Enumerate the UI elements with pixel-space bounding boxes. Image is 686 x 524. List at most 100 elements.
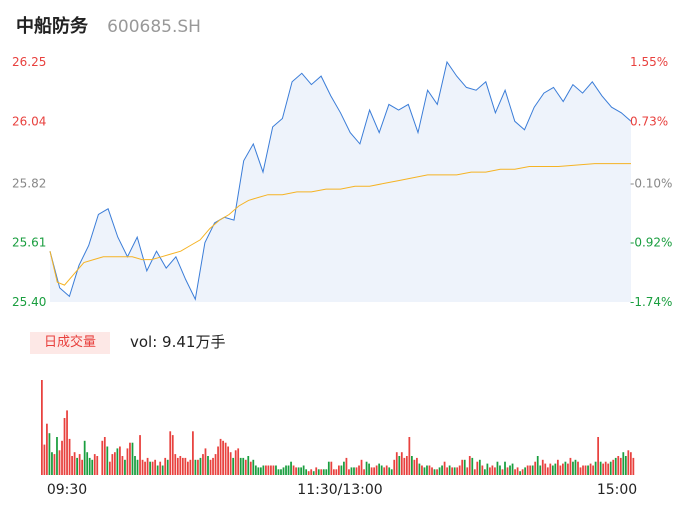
volume-bar (612, 459, 615, 475)
volume-bar (86, 452, 89, 475)
volume-bar (539, 465, 542, 475)
volume-bar (58, 450, 61, 475)
volume-bar (499, 465, 501, 475)
volume-bar (53, 454, 56, 475)
volume-bar (541, 459, 544, 475)
volume-bar (214, 454, 217, 475)
volume-bar (592, 465, 594, 475)
volume-bar (139, 435, 141, 475)
volume-bar (287, 465, 290, 475)
volume-bar (385, 465, 388, 475)
volume-bar (619, 457, 622, 475)
volume-bar (340, 465, 343, 475)
volume-bar (66, 410, 68, 475)
volume-bar (96, 456, 99, 475)
volume-bar (433, 469, 436, 475)
volume-bar (212, 457, 214, 475)
volume-bar (254, 465, 257, 475)
volume-bar (390, 469, 393, 475)
volume-bar (181, 457, 184, 475)
volume-bar (506, 467, 509, 475)
volume-bar (247, 456, 250, 475)
volume-bar (242, 457, 245, 475)
volume-bar (209, 459, 212, 475)
volume-bar (617, 456, 620, 475)
volume-bar (76, 457, 78, 475)
volume-bar (501, 469, 504, 475)
volume-bar (285, 465, 287, 475)
volume-bar (343, 461, 345, 475)
price-line (49, 60, 632, 301)
volume-bar (516, 467, 519, 475)
volume-bar (320, 469, 323, 475)
volume-bar (448, 465, 451, 475)
volume-bar (307, 471, 310, 475)
volume-bar (350, 467, 353, 475)
volume-bar (358, 465, 360, 475)
volume-bar (244, 459, 247, 475)
volume-bar (317, 469, 320, 475)
volume-bar (426, 465, 428, 475)
volume-bar (483, 469, 486, 475)
volume-bar (416, 457, 418, 475)
volume-bar (526, 465, 529, 475)
volume-bar (534, 461, 537, 475)
percent-tick-label: -0.10% (630, 176, 672, 190)
volume-bar (222, 440, 224, 475)
volume-bar (330, 461, 333, 475)
percent-tick-label: 1.55% (630, 55, 668, 69)
volume-bar (602, 463, 605, 475)
volume-bar (310, 469, 313, 475)
volume-bar (295, 467, 297, 475)
volume-bar (546, 467, 549, 475)
volume-bar (388, 467, 391, 475)
volume-bar (355, 467, 358, 475)
volume-bar (259, 467, 262, 475)
volume-bar (151, 461, 154, 475)
volume-bar (378, 463, 381, 475)
volume-bar (579, 467, 582, 475)
volume-bar (141, 459, 144, 475)
volume-bar (400, 452, 403, 475)
volume-bar (373, 467, 375, 475)
volume-bar (622, 452, 625, 475)
volume-bar (164, 457, 167, 475)
volume-bar (594, 461, 597, 475)
volume-bar (249, 461, 252, 475)
volume-bar (473, 469, 476, 475)
volume-bar (481, 465, 484, 475)
volume-bar (572, 461, 574, 475)
volume-bar (511, 463, 514, 475)
volume-bar (124, 459, 126, 475)
volume-bar (41, 380, 43, 475)
volume-bar (441, 465, 443, 475)
volume-bar (146, 457, 149, 475)
volume-bar (405, 456, 408, 475)
volume-bar (567, 463, 569, 475)
volume-bar (202, 454, 204, 475)
volume-bar (569, 457, 572, 475)
volume-bar (531, 465, 534, 475)
volume-bar (418, 463, 421, 475)
percent-tick-label: -1.74% (630, 295, 672, 309)
volume-bar (297, 467, 300, 475)
percent-tick-label: -0.92% (630, 236, 672, 250)
volume-bar (315, 467, 318, 475)
volume-bar (398, 456, 401, 475)
volume-bar (554, 463, 557, 475)
volume-bar (186, 461, 189, 475)
volume-bar (73, 452, 76, 475)
volume-bar (275, 465, 277, 475)
volume-bar (171, 435, 174, 475)
volume-tab[interactable]: 日成交量 (30, 332, 110, 354)
percent-tick-label: 0.73% (630, 114, 668, 128)
volume-bar (176, 457, 179, 475)
volume-bar (272, 465, 275, 475)
volume-bar (509, 465, 511, 475)
volume-bar (529, 465, 532, 475)
volume-bar (458, 465, 461, 475)
volume-bar (559, 465, 562, 475)
volume-bar (332, 469, 335, 475)
volume-bar (436, 469, 438, 475)
volume-bar (632, 457, 635, 475)
